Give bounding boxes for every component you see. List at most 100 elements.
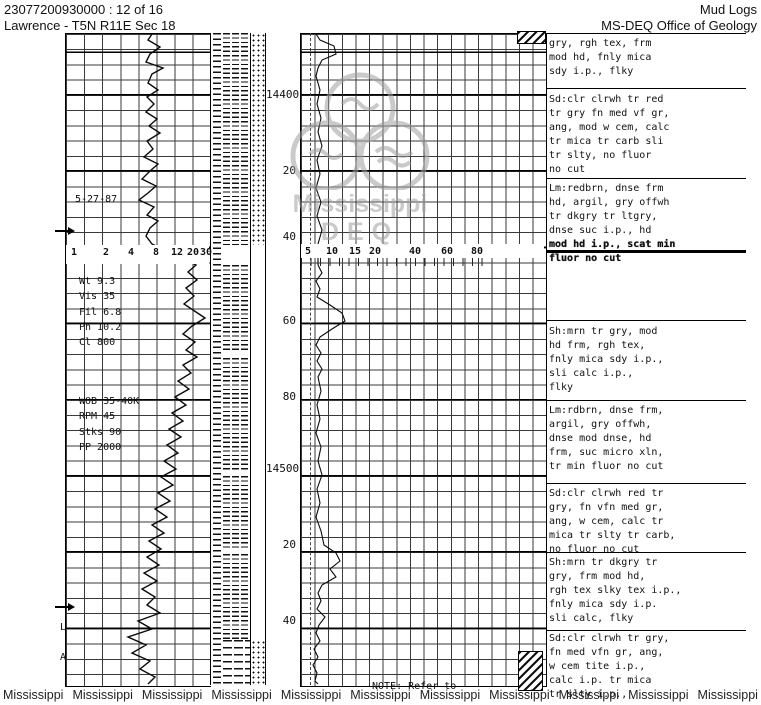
mud-property-line: Fil 6.8 bbox=[79, 306, 122, 318]
description-line: gry, frm mod hd, bbox=[549, 571, 646, 582]
description-line: tr dkgry tr ltgry, bbox=[549, 211, 658, 222]
description-separator bbox=[546, 178, 746, 179]
lithology-shale-segment bbox=[223, 265, 250, 352]
description-line: gry, fn vfn med gr, bbox=[549, 502, 664, 513]
description-line: gry, rgh tex, frm bbox=[549, 38, 652, 49]
chromatograph-curve bbox=[312, 33, 346, 685]
header-right: Mud Logs MS-DEQ Office of Geology bbox=[601, 2, 757, 34]
description-line: fnly mica sdy i.p., bbox=[549, 354, 664, 365]
lithology-shale-segment bbox=[223, 554, 250, 640]
description-line: tr slty, no fluor bbox=[549, 150, 652, 161]
drilling-parameter-line: WOB 35-40K bbox=[79, 396, 140, 407]
date-annotation: 5-27-87 bbox=[75, 194, 118, 205]
description-line: w cem tite i.p., bbox=[549, 661, 646, 672]
chromatograph-scale-label: 60 bbox=[441, 246, 454, 257]
gas-scale-label: 12 bbox=[171, 247, 184, 258]
description-separator bbox=[546, 552, 746, 553]
description-separator bbox=[546, 320, 746, 321]
gas-curve-track bbox=[65, 33, 211, 687]
description-separator bbox=[546, 630, 746, 631]
description-line: sli calc i.p., bbox=[549, 368, 634, 379]
description-block: Sh:mrn tr gry, mod hd frm, rgh tex, fnly m… bbox=[549, 325, 749, 395]
footer-watermark-word: Mississippi bbox=[141, 688, 203, 702]
well-location: Lawrence - T5N R11E Sec 18 bbox=[4, 18, 176, 33]
footer-watermark-row: Mississippi Mississippi Mississippi Mississ… bbox=[0, 688, 761, 704]
description-line: Sd:clr clrwh red tr bbox=[549, 488, 664, 499]
drilling-parameters-annotation: WOB 35-40K RPM 45 Stks 90 PP 2000 bbox=[79, 394, 139, 455]
edge-mark-label: L bbox=[60, 622, 67, 633]
gas-scale-label: 4 bbox=[128, 247, 135, 258]
sand-column bbox=[251, 33, 266, 685]
description-line: ang, w cem, calc tr bbox=[549, 516, 664, 527]
depth-label: 20 bbox=[282, 538, 296, 551]
description-line: Sd:clr clrwh tr gry, bbox=[549, 633, 670, 644]
description-line: ang, mod w cem, calc bbox=[549, 122, 670, 133]
description-line: mod hd i.p., scat min bbox=[549, 239, 676, 250]
description-separator bbox=[546, 483, 746, 484]
description-line: tr min fluor no cut bbox=[549, 461, 664, 472]
lithology-column bbox=[223, 33, 251, 685]
description-line: sli calc, flky bbox=[549, 613, 634, 624]
drilling-parameter-line: PP 2000 bbox=[79, 441, 122, 453]
description-separator bbox=[546, 250, 746, 253]
depth-marker-arrow bbox=[55, 603, 75, 611]
description-separator bbox=[546, 400, 746, 401]
depth-label: 80 bbox=[282, 390, 296, 403]
depth-label: 60 bbox=[282, 314, 296, 327]
description-block: gry, rgh tex, frm mod hd, fnly mica sdy i.… bbox=[549, 37, 749, 79]
description-separator bbox=[546, 33, 746, 34]
description-line: mica tr slty tr carb, bbox=[549, 530, 676, 541]
depth-label: 40 bbox=[282, 614, 296, 627]
footer-watermark-word: Mississippi bbox=[558, 688, 620, 702]
chromatograph-scale-label: 5 bbox=[305, 246, 312, 257]
header-left: 23077200930000 : 12 of 16 Lawrence - T5N… bbox=[4, 2, 176, 34]
description-line: fluor no cut bbox=[549, 253, 622, 264]
note-line-1: NOTE: Refer to bbox=[372, 681, 457, 692]
description-block: Lm:rdbrn, dnse frm, argil, gry offwh, dnse… bbox=[549, 404, 749, 474]
page-title: Mud Logs bbox=[699, 2, 757, 17]
description-line: Sh:mrn tr dkgry tr bbox=[549, 557, 658, 568]
document-id: 23077200930000 : 12 of 16 bbox=[4, 2, 164, 17]
description-block: Lm:redbrn, dnse frm hd, argil, gry offwh t… bbox=[549, 182, 749, 266]
chromatograph-scale-label: 80 bbox=[471, 246, 484, 257]
footer-watermark-word: Mississippi bbox=[697, 688, 758, 702]
description-line: tr gry fn med vf gr, bbox=[549, 108, 670, 119]
description-line: hd frm, rgh tex, bbox=[549, 340, 646, 351]
description-line: dnse suc i.p., hd bbox=[549, 225, 652, 236]
description-block: Sd:clr clrwh tr gry, fn med vfn gr, ang, w… bbox=[549, 632, 749, 702]
description-line: no cut bbox=[549, 164, 586, 175]
footer-watermark-word: Mississippi bbox=[3, 688, 64, 702]
chromatograph-scale-label: 10 bbox=[326, 246, 339, 257]
description-line: sdy i.p., flky bbox=[549, 66, 634, 77]
footer-watermark-word: Mississippi bbox=[211, 688, 272, 702]
description-line: calc i.p. tr mica bbox=[549, 675, 652, 686]
description-block: Sd:clr clrwh tr red tr gry fn med vf gr, a… bbox=[549, 93, 749, 177]
description-block: Sh:mrn tr dkgry tr gry, frm mod hd, rgh te… bbox=[549, 556, 749, 626]
lithology-shale-segment bbox=[223, 476, 250, 548]
description-line: fnly mica sdy i.p. bbox=[549, 599, 658, 610]
footer-watermark-word: Mississippi bbox=[72, 688, 133, 702]
description-line: mod hd, fnly mica bbox=[549, 52, 652, 63]
chromatograph-scale-label: 20 bbox=[369, 246, 382, 257]
description-line: Sd:clr clrwh tr red bbox=[549, 94, 664, 105]
lithology-shale-segment bbox=[223, 33, 250, 245]
drilling-parameter-line: Stks 90 bbox=[79, 426, 122, 438]
description-line: fn med vfn gr, ang, bbox=[549, 647, 664, 658]
agency-name: MS-DEQ Office of Geology bbox=[601, 18, 757, 33]
description-line: rgh tex slky tex i.p., bbox=[549, 585, 682, 596]
show-ladder-pattern bbox=[213, 33, 221, 685]
mud-property-line: Wt 9.3 bbox=[79, 276, 116, 287]
chromatograph-scale-label: 40 bbox=[409, 246, 422, 257]
mud-property-line: Ph 10.2 bbox=[79, 321, 122, 333]
scale-tick-strip bbox=[301, 258, 486, 266]
hatched-sample-box bbox=[517, 31, 546, 44]
sandstone-dots-segment bbox=[251, 33, 265, 245]
footer-watermark-word: Mississippi bbox=[419, 688, 481, 702]
depth-label: 14400 bbox=[266, 88, 300, 101]
description-line: Lm:redbrn, dnse frm bbox=[549, 183, 664, 194]
hatched-sample-box bbox=[518, 651, 543, 691]
drilling-parameter-line: RPM 45 bbox=[79, 411, 116, 423]
gas-scale-label: 20 bbox=[187, 247, 200, 258]
footer-watermark-word: Mississippi bbox=[489, 688, 550, 702]
note: NOTE: Refer to Show Report ▎ 2 bbox=[372, 652, 462, 705]
